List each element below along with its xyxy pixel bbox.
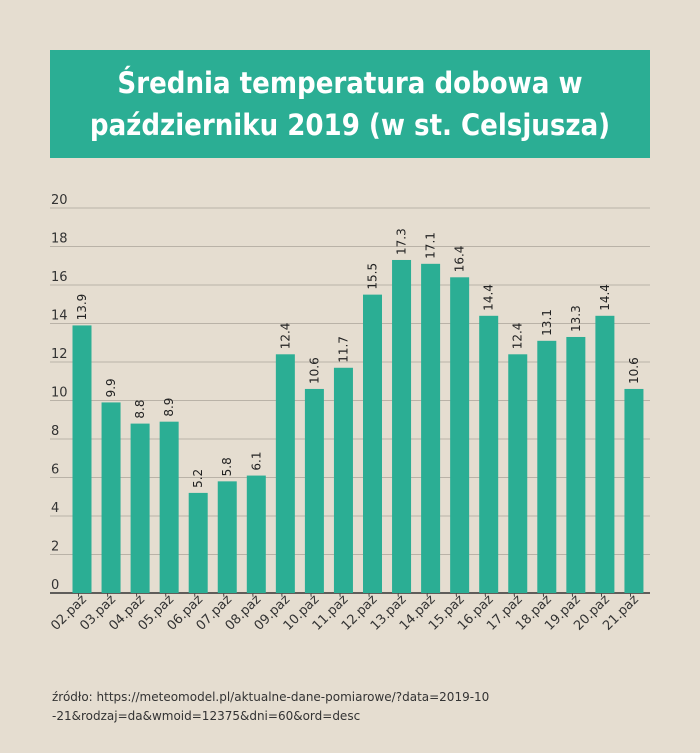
bars [72,259,644,593]
data-label: 11.7 [336,336,350,363]
y-tick-label: 4 [51,501,59,516]
data-label: 13.3 [569,305,583,332]
bar [333,367,353,593]
data-label: 9.9 [104,378,118,397]
bar [72,325,92,593]
data-label: 15.5 [366,263,380,290]
bar [363,294,382,593]
bar [392,259,412,593]
data-label: 8.9 [162,398,176,417]
y-tick-label: 8 [51,424,59,439]
bar [159,421,179,593]
data-label: 13.9 [75,294,89,321]
bar [624,388,644,593]
y-tick-label: 20 [51,193,68,208]
bar [275,354,295,593]
y-tick-label: 0 [51,578,59,593]
y-tick-label: 12 [51,347,68,362]
y-tick-label: 6 [51,463,59,478]
y-tick-label: 16 [51,270,68,285]
data-label: 14.4 [482,284,496,311]
bar [217,481,237,593]
bar [188,492,208,593]
data-label: 10.6 [627,357,641,384]
bar [101,402,121,593]
data-label: 16.4 [453,246,467,273]
data-label: 6.1 [249,451,263,470]
chart-title: Średnia temperatura dobowa w październik… [89,65,611,142]
y-tick-label: 14 [51,309,68,324]
bar [130,423,150,593]
bar [508,354,528,593]
bar [479,315,499,593]
data-label: 5.2 [191,469,205,488]
data-label: 12.4 [511,323,525,350]
bar [246,475,266,593]
data-label: 17.1 [424,232,438,259]
bar [595,315,615,593]
bar [537,340,557,593]
bar [566,336,586,593]
bar [304,388,324,593]
source-note: źródło: https://meteomodel.pl/aktualne-d… [52,690,490,723]
y-tick-label: 2 [51,540,59,555]
data-label: 14.4 [598,284,612,311]
x-axis-ticks: 02.paź03.paź04.paź05.paź06.paź07.paź08.p… [48,592,642,634]
data-label: 13.1 [540,309,554,336]
data-label: 10.6 [307,357,321,384]
y-axis-ticks: 0 2 4 6 8 10 12 14 16 18 20 [51,193,68,593]
data-label: 8.8 [133,400,147,419]
data-label: 17.3 [395,228,409,255]
data-label: 12.4 [278,323,292,350]
bar [450,277,470,593]
y-tick-label: 18 [51,232,68,247]
y-tick-label: 10 [51,386,68,401]
title-banner: Średnia temperatura dobowa w październik… [50,50,650,158]
data-labels: 13.9 9.9 8.8 8.9 5.2 5.8 6.1 12.4 10.6 11.7 15.5 17… [75,228,641,488]
data-label: 5.8 [220,457,234,476]
bar [421,263,441,593]
